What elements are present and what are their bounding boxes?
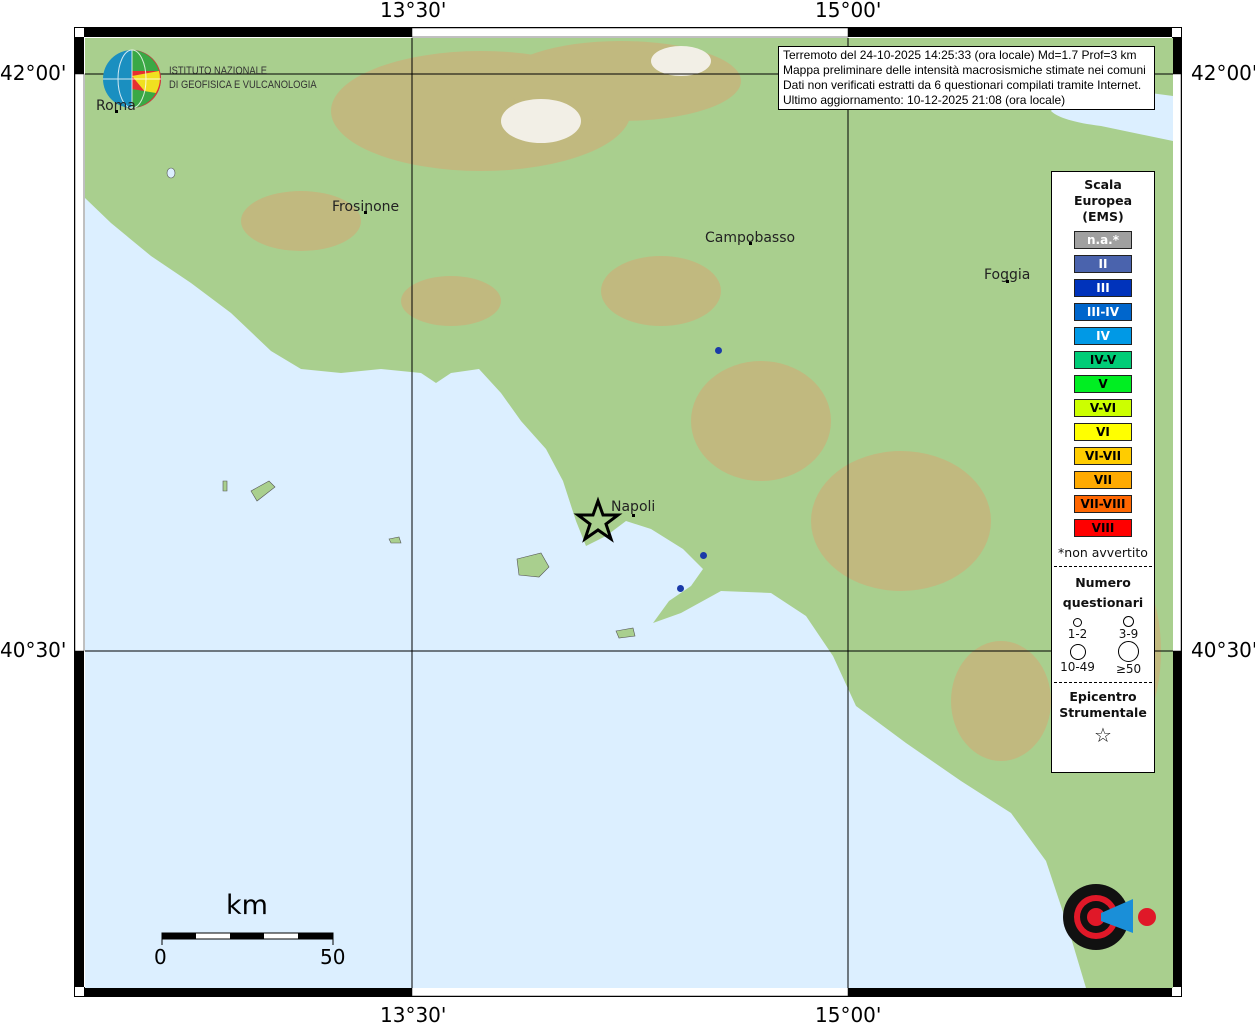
divider — [1054, 566, 1152, 567]
ingv-line2: DI GEOFISICA E VULCANOLOGIA — [169, 79, 317, 91]
intensity-swatch: IV-V — [1074, 351, 1132, 369]
lon-label-bottom-2: 15°00' — [815, 1003, 882, 1027]
city-dot — [115, 110, 118, 113]
city-dot — [632, 514, 635, 517]
intensity-point[interactable] — [715, 347, 722, 354]
divider — [1054, 682, 1152, 683]
city-frosinone: Frosinone — [332, 199, 400, 215]
map-canvas[interactable] — [75, 28, 1181, 996]
lat-label-right-1: 42°00' — [1191, 61, 1255, 85]
info-data-note: Dati non verificati estratti da 6 questi… — [783, 78, 1142, 92]
lon-label-bottom-1: 13°30' — [380, 1003, 447, 1027]
land — [85, 38, 1173, 988]
intensity-swatch: VI — [1074, 423, 1132, 441]
map-frame — [74, 27, 1182, 997]
islands — [166, 167, 636, 639]
city-dot — [364, 211, 367, 214]
count-3-9: 3-9 — [1103, 615, 1154, 641]
lon-label-top-2: 15°00' — [815, 0, 882, 22]
lat-label-right-2: 40°30' — [1191, 638, 1255, 662]
lon-label-top-1: 13°30' — [380, 0, 447, 22]
count-title: Numero — [1075, 575, 1131, 590]
ingv-line1: ISTITUTO NAZIONALE — [169, 65, 268, 77]
count-title: questionari — [1062, 595, 1144, 610]
legend-title: (EMS) — [1082, 209, 1124, 224]
city-foggia: Foggia — [984, 267, 1031, 283]
city-roma: Roma — [96, 98, 136, 114]
epicenter-star-icon[interactable] — [573, 496, 623, 543]
ingv-logo-text: ISTITUTO NAZIONALE DI GEOFISICA E VULCAN… — [169, 64, 317, 92]
intensity-swatch: V-VI — [1074, 399, 1132, 417]
intensity-swatch: III-IV — [1074, 303, 1132, 321]
city-dot — [749, 242, 752, 245]
info-event: Terremoto del 24-10-2025 14:25:33 (ora l… — [783, 48, 1137, 62]
intensity-swatch: III — [1074, 279, 1132, 297]
intensity-swatch: n.a.* — [1074, 231, 1132, 249]
count-1-2: 1-2 — [1052, 615, 1103, 641]
scale-unit: km — [226, 890, 268, 921]
scale-bar — [161, 932, 334, 945]
city-dot — [1006, 280, 1009, 283]
info-box: Terremoto del 24-10-2025 14:25:33 (ora l… — [778, 46, 1155, 110]
intensity-swatch: IV — [1074, 327, 1132, 345]
star-icon: ☆ — [1094, 723, 1112, 747]
snow-peaks — [501, 46, 711, 143]
legend-note: *non avvertito — [1058, 545, 1148, 560]
legend-title: Europea — [1073, 193, 1133, 208]
hsit-logo — [1063, 884, 1156, 950]
scale-max: 50 — [320, 945, 346, 969]
count-10-49: 10-49 — [1052, 641, 1103, 676]
lat-label-left-2: 40°30' — [0, 638, 67, 662]
intensity-scale: n.a.* II III III-IV IV IV-V V V-VI VI VI-VII VII VI… — [1052, 231, 1154, 537]
lat-label-left-1: 42°00' — [0, 61, 67, 85]
intensity-swatch: V — [1074, 375, 1132, 393]
info-updated: Ultimo aggiornamento: 10-12-2025 21:08 (… — [783, 93, 1066, 107]
count-50: ≥50 — [1103, 641, 1154, 676]
info-description: Mappa preliminare delle intensità macros… — [783, 63, 1146, 77]
ingv-globe-icon — [103, 49, 161, 109]
legend-title: Scala — [1084, 177, 1122, 192]
epicenter-title: Epicentro — [1069, 689, 1137, 704]
legend: Scala Europea (EMS) n.a.* II III III-IV IV IV… — [1051, 171, 1155, 773]
intensity-point[interactable] — [677, 585, 684, 592]
epicenter-title: Strumentale — [1059, 705, 1147, 720]
city-campobasso: Campobasso — [705, 230, 796, 246]
intensity-swatch: VII — [1074, 471, 1132, 489]
intensity-point[interactable] — [700, 552, 707, 559]
intensity-swatch: VII-VIII — [1074, 495, 1132, 513]
scale-min: 0 — [154, 945, 167, 969]
city-napoli: Napoli — [611, 499, 656, 515]
intensity-swatch: VI-VII — [1074, 447, 1132, 465]
intensity-swatch: VIII — [1074, 519, 1132, 537]
intensity-swatch: II — [1074, 255, 1132, 273]
map-border — [75, 28, 1181, 996]
